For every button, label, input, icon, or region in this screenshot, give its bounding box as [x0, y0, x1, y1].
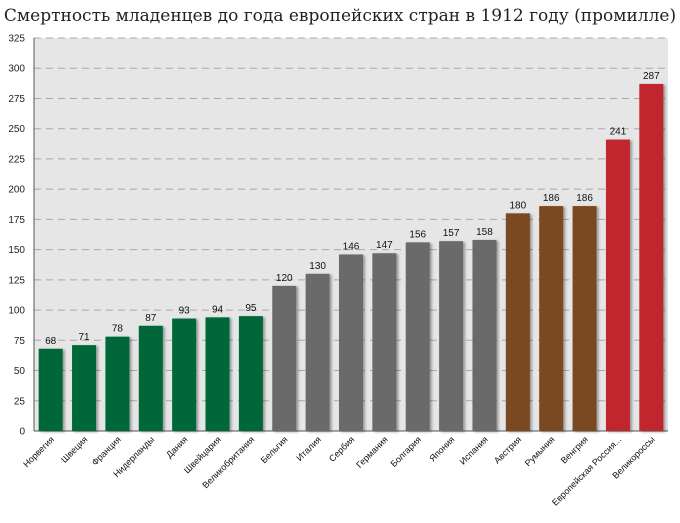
- bar: [472, 239, 497, 431]
- y-tick-label: 75: [14, 336, 26, 347]
- x-tick-label: Норвегия: [21, 434, 56, 469]
- bar: [405, 242, 430, 431]
- bar: [272, 285, 297, 431]
- data-label: 78: [112, 324, 124, 335]
- y-tick-label: 0: [19, 427, 25, 438]
- x-tick-label: Румыния: [523, 434, 557, 468]
- data-label: 186: [543, 193, 560, 204]
- bar: [572, 206, 597, 431]
- data-label: 241: [610, 127, 627, 138]
- bar: [372, 253, 397, 431]
- x-tick-label: Венгрия: [559, 434, 590, 465]
- bar: [439, 241, 464, 431]
- data-label: 94: [212, 304, 224, 315]
- bar: [72, 345, 97, 431]
- chart-title: Смертность младенцев до года европейских…: [3, 6, 677, 26]
- y-tick-label: 50: [14, 366, 26, 377]
- x-tick-label: Япония: [427, 434, 456, 463]
- x-tick-label: Италия: [294, 434, 323, 463]
- x-tick-label: Дания: [164, 434, 190, 460]
- data-label: 93: [179, 306, 191, 317]
- data-label: 68: [45, 336, 57, 347]
- data-label: 87: [145, 313, 157, 324]
- y-tick-label: 125: [8, 275, 25, 286]
- data-label: 120: [276, 273, 293, 284]
- data-label: 186: [576, 193, 593, 204]
- bar: [305, 273, 330, 431]
- bar: [38, 348, 63, 431]
- x-tick-label: Сербия: [327, 434, 356, 463]
- bar: [138, 325, 163, 431]
- y-tick-label: 325: [8, 34, 25, 45]
- y-tick-label: 175: [8, 215, 25, 226]
- y-tick-label: 150: [8, 245, 25, 256]
- data-label: 180: [509, 200, 526, 211]
- y-tick-label: 275: [8, 94, 25, 105]
- bar: [505, 213, 530, 431]
- bar: [238, 316, 263, 431]
- data-label: 147: [376, 240, 393, 251]
- x-tick-label: Испания: [458, 434, 490, 466]
- bar: [605, 139, 630, 431]
- data-label: 95: [245, 303, 257, 314]
- data-label: 156: [409, 229, 426, 240]
- bar: [172, 318, 197, 431]
- x-tick-label: Бельгия: [259, 434, 290, 465]
- y-tick-label: 200: [8, 185, 25, 196]
- y-tick-label: 25: [14, 396, 26, 407]
- y-tick-label: 100: [8, 306, 25, 317]
- y-tick-label: 300: [8, 64, 25, 75]
- data-label: 287: [643, 71, 660, 82]
- y-tick-label: 250: [8, 124, 25, 135]
- bar: [338, 254, 364, 431]
- bar: [639, 83, 664, 431]
- bar: [105, 336, 130, 431]
- data-label: 157: [443, 228, 460, 239]
- data-label: 158: [476, 227, 493, 238]
- data-label: 146: [343, 241, 360, 252]
- bar: [205, 317, 230, 431]
- x-tick-label: Болгария: [389, 434, 424, 469]
- x-tick-label: Германия: [354, 434, 390, 470]
- x-tick-label: Швеция: [59, 434, 89, 464]
- x-tick-label: Австрия: [492, 434, 523, 465]
- x-tick-label: Франция: [90, 434, 123, 467]
- data-label: 71: [78, 332, 90, 343]
- y-tick-label: 225: [8, 154, 25, 165]
- bar: [539, 206, 564, 431]
- data-label: 130: [309, 261, 326, 272]
